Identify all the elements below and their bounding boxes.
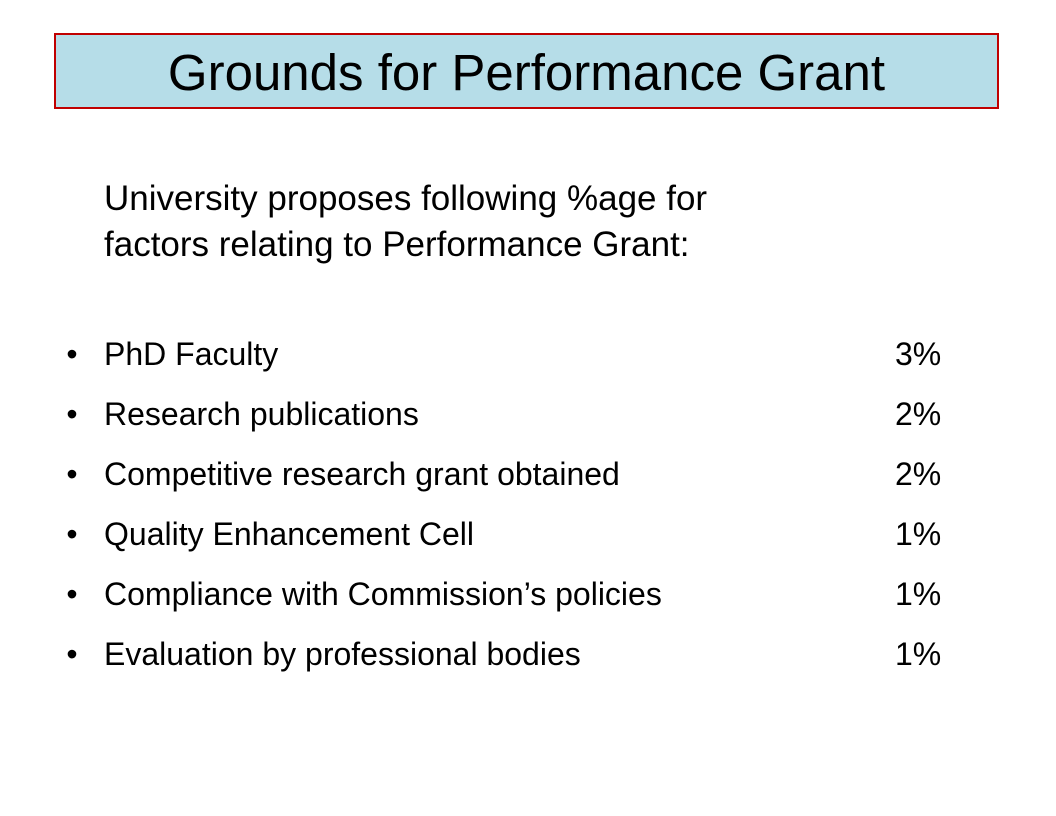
factor-percentage: 1% (895, 516, 942, 552)
slide-title: Grounds for Performance Grant (167, 43, 886, 101)
list-item: • Competitive research grant obtained 2% (0, 452, 1056, 512)
factor-percentage: 1% (895, 576, 942, 612)
list-item: • Quality Enhancement Cell 1% (0, 512, 1056, 572)
factor-percentage: 2% (895, 456, 942, 492)
factor-label: PhD Faculty (104, 336, 279, 372)
factor-label: Compliance with Commission’s policies (104, 576, 662, 612)
intro-line: factors relating to Performance Grant: (104, 225, 690, 264)
factor-percentage: 3% (895, 336, 942, 372)
factor-label: Evaluation by professional bodies (104, 636, 581, 672)
bullet-icon: • (66, 516, 78, 552)
bullet-icon: • (66, 576, 78, 612)
factor-percentage: 1% (895, 636, 942, 672)
factor-label: Competitive research grant obtained (104, 456, 620, 492)
title-box: Grounds for Performance Grant (54, 33, 999, 109)
factor-list: • PhD Faculty 3% • Research publications… (0, 332, 1056, 692)
list-item: • Evaluation by professional bodies 1% (0, 632, 1056, 692)
bullet-icon: • (66, 456, 78, 492)
factor-label: Research publications (104, 396, 419, 432)
intro-line: University proposes following %age for (104, 179, 708, 218)
bullet-icon: • (66, 336, 78, 372)
list-item: • PhD Faculty 3% (0, 332, 1056, 392)
intro-paragraph: University proposes following %age for f… (104, 176, 964, 268)
list-item: • Compliance with Commission’s policies … (0, 572, 1056, 632)
factor-percentage: 2% (895, 396, 942, 432)
bullet-icon: • (66, 396, 78, 432)
factor-label: Quality Enhancement Cell (104, 516, 474, 552)
list-item: • Research publications 2% (0, 392, 1056, 452)
bullet-icon: • (66, 636, 78, 672)
